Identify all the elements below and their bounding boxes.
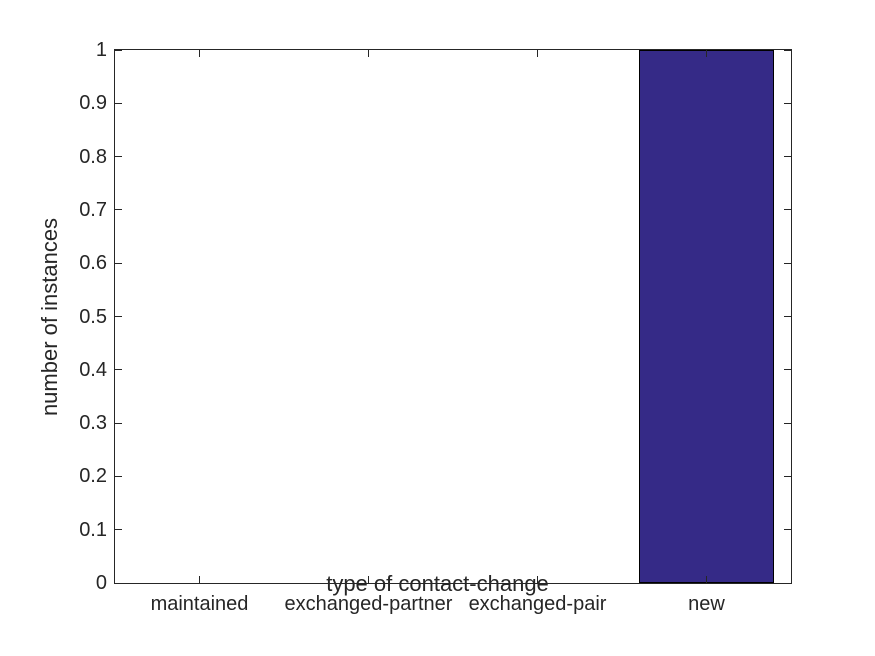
x-tick xyxy=(199,576,200,583)
y-tick xyxy=(784,262,791,264)
x-tick xyxy=(706,576,707,583)
y-tick xyxy=(784,49,791,51)
y-tick-label: 0.6 xyxy=(79,252,107,275)
y-tick xyxy=(115,316,122,317)
y-tick-label: 0.7 xyxy=(79,198,107,221)
y-tick xyxy=(784,209,791,211)
plot-area: 0 0.1 0.2 0.3 0.4 0.5 0.6 0.7 0.8 0.9 1 maintained e… xyxy=(79,39,792,615)
y-tick-label: 0 xyxy=(95,572,107,594)
y-tick xyxy=(784,369,791,371)
y-tick xyxy=(115,529,122,531)
y-tick-label: 0.5 xyxy=(79,305,107,328)
y-tick-label: 0.1 xyxy=(79,518,107,541)
x-tick xyxy=(368,50,369,57)
y-tick xyxy=(784,316,791,317)
y-tick-label: 1 xyxy=(95,39,107,61)
y-tick-label: 0.3 xyxy=(79,412,107,435)
y-tick xyxy=(115,49,122,51)
y-tick xyxy=(115,209,122,211)
y-tick xyxy=(784,582,791,584)
y-tick xyxy=(784,102,791,104)
x-axis-label: type of contact-change xyxy=(326,571,549,596)
y-tick xyxy=(115,262,122,264)
y-tick-label: 0.8 xyxy=(79,145,107,168)
y-tick xyxy=(115,582,122,584)
y-tick xyxy=(784,156,791,158)
category-label: maintained xyxy=(150,593,249,615)
bar xyxy=(638,50,775,583)
x-tick xyxy=(368,576,369,583)
y-tick xyxy=(115,475,122,477)
y-tick xyxy=(115,422,122,424)
category-label: exchanged-partner xyxy=(284,593,453,615)
y-tick-label: 0.4 xyxy=(79,358,107,381)
y-tick xyxy=(784,529,791,531)
y-tick xyxy=(784,475,791,477)
category-label: exchanged-pair xyxy=(468,593,607,615)
x-tick xyxy=(537,50,538,57)
y-tick xyxy=(115,156,122,158)
x-tick xyxy=(706,50,707,57)
y-tick xyxy=(115,102,122,104)
y-tick xyxy=(115,369,122,371)
x-tick xyxy=(537,576,538,583)
y-tick-label: 0.2 xyxy=(79,465,107,488)
x-tick xyxy=(199,50,200,57)
category-label: new xyxy=(688,593,725,615)
y-tick xyxy=(784,422,791,424)
y-tick-label: 0.9 xyxy=(79,92,107,115)
